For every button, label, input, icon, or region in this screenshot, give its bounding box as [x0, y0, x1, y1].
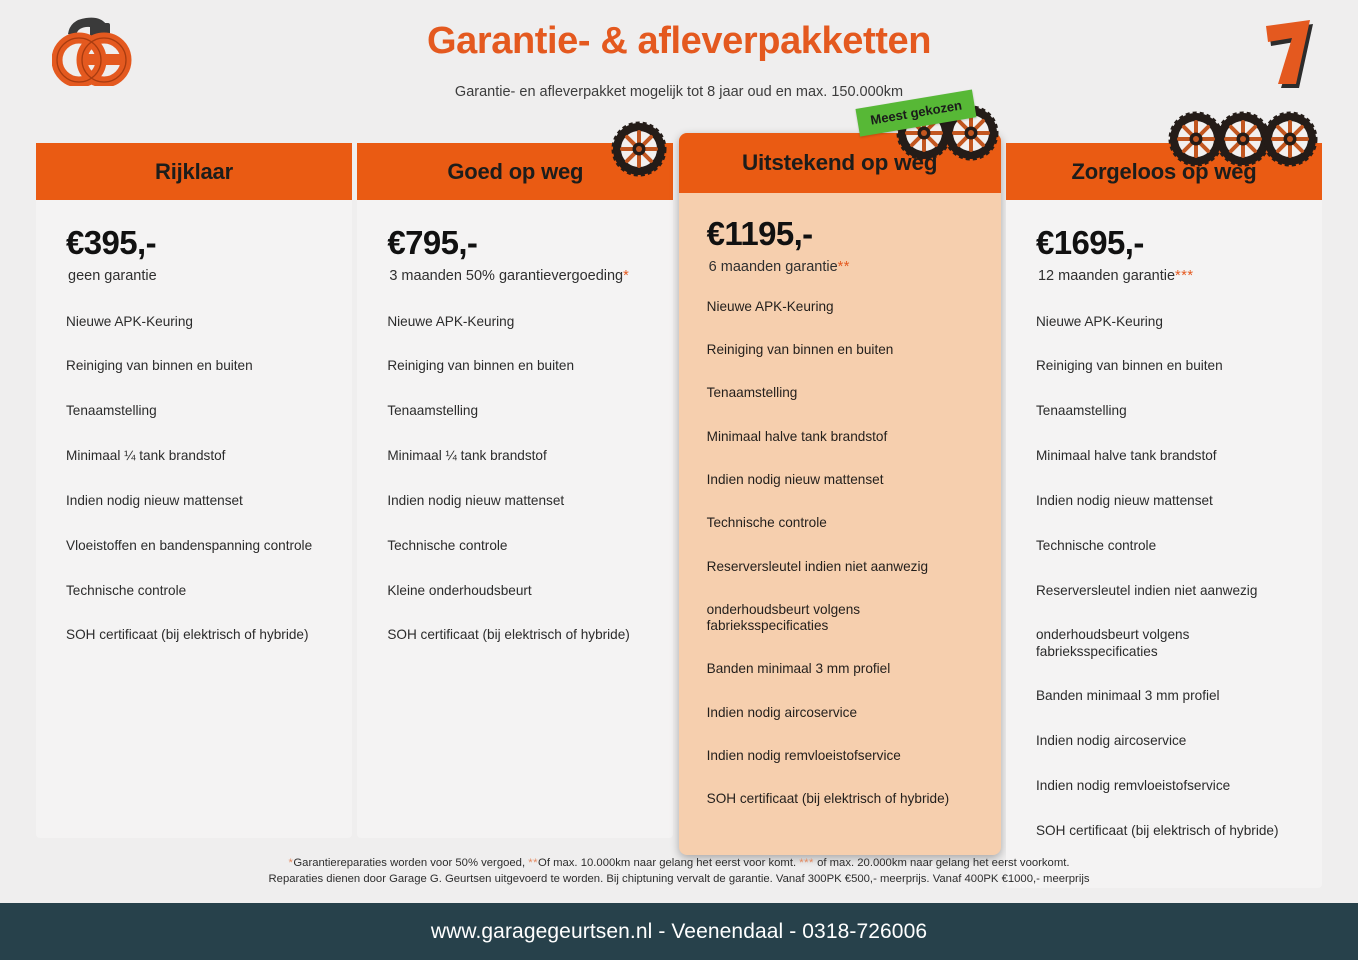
- card-title: Rijklaar: [155, 158, 233, 184]
- list-item: Indien nodig nieuw mattenset: [387, 492, 565, 508]
- list-item: Tenaamstelling: [387, 403, 479, 419]
- price: €1195,-: [706, 215, 814, 252]
- list-item: Reiniging van binnen en buiten: [66, 358, 253, 374]
- list-item: Minimaal halve tank brandstof: [1035, 448, 1217, 464]
- list-item: Nieuwe APK-Keuring: [706, 298, 834, 314]
- list-item: Indien nodig nieuw mattenset: [1035, 492, 1213, 508]
- footnote-line-2: Reparaties dienen door Garage G. Geurtse…: [268, 873, 1090, 886]
- footnote-ast-1: *: [288, 857, 294, 869]
- list-item: Technische controle: [706, 515, 827, 531]
- card-header: Rijklaar: [36, 143, 352, 200]
- list-item: Minimaal halve tank brandstof: [706, 428, 888, 444]
- feature-list: Nieuwe APK-Keuring Reiniging van binnen …: [66, 314, 322, 644]
- list-item: SOH certificaat (bij elektrisch of hybri…: [1035, 822, 1279, 838]
- footnote-text-2: Of max. 10.000km naar gelang het eerst v…: [538, 857, 800, 869]
- warranty-text: geen garantie: [68, 267, 157, 284]
- package-card-goed-op-weg[interactable]: Goed op weg €795,- 3 maanden 50% garanti…: [357, 121, 674, 838]
- warranty-asterisk: **: [837, 258, 850, 275]
- list-item: Reserversleutel indien niet aanwezig: [1035, 582, 1258, 598]
- list-item: Indien nodig nieuw mattenset: [706, 471, 884, 487]
- page-title: Garantie- & afleverpakketten: [426, 20, 932, 62]
- price: €1695,-: [1035, 224, 1144, 261]
- list-item: SOH certificaat (bij elektrisch of hybri…: [706, 791, 950, 807]
- list-item: Tenaamstelling: [1035, 403, 1127, 419]
- list-item: Banden minimaal 3 mm profiel: [706, 661, 891, 677]
- list-item: onderhoudsbeurt volgens fabrieksspecific…: [706, 601, 861, 634]
- list-item: Indien nodig nieuw mattenset: [66, 492, 243, 508]
- price: €795,-: [387, 224, 478, 261]
- package-card-rijklaar[interactable]: Rijklaar €395,- geen garantie Nieuwe APK…: [36, 143, 352, 838]
- footnote-ast-3: ***: [799, 857, 814, 869]
- footer-bar: www.garagegeurtsen.nl - Veenendaal - 031…: [0, 903, 1358, 960]
- feature-list: Nieuwe APK-Keuring Reiniging van binnen …: [1036, 314, 1292, 840]
- warranty-asterisk: *: [623, 267, 630, 284]
- package-card-zorgeloos-op-weg[interactable]: Zorgeloos op weg €1695,- 12 maanden gara…: [1005, 111, 1322, 888]
- list-item: Nieuwe APK-Keuring: [1035, 313, 1163, 329]
- list-item: Technische controle: [1035, 537, 1157, 553]
- list-item: Minimaal ¼ tank brandstof: [387, 448, 547, 464]
- card-title: Uitstekend op weg: [741, 150, 938, 175]
- list-item: Reiniging van binnen en buiten: [706, 341, 894, 357]
- footnote-ast-2: **: [528, 857, 539, 869]
- footnote-text-1: Garantiereparaties worden voor 50% vergo…: [293, 857, 529, 869]
- page-subtitle: Garantie- en afleverpakket mogelijk tot …: [454, 84, 904, 100]
- list-item: Indien nodig remvloeistofservice: [1035, 778, 1231, 794]
- warranty-label: 6 maanden garantie**: [709, 259, 973, 275]
- list-item: Technische controle: [66, 582, 187, 598]
- warranty-text: 12 maanden garantie: [1037, 267, 1176, 284]
- gg-logo: [51, 14, 138, 88]
- warranty-label: geen garantie: [68, 268, 322, 284]
- package-card-uitstekend-op-weg[interactable]: Meest gekozen: [678, 89, 1001, 855]
- list-item: Banden minimaal 3 mm profiel: [1035, 688, 1220, 704]
- footnote-line-1: *Garantiereparaties worden voor 50% verg…: [0, 855, 1358, 871]
- list-item: Nieuwe APK-Keuring: [66, 313, 193, 329]
- card-body: €395,- geen garantie Nieuwe APK-Keuring …: [36, 200, 352, 692]
- feature-list: Nieuwe APK-Keuring Reiniging van binnen …: [707, 299, 973, 808]
- list-item: Indien nodig aircoservice: [1035, 733, 1187, 749]
- warranty-label: 3 maanden 50% garantievergoeding*: [389, 268, 643, 284]
- card-header: Uitstekend op weg: [678, 133, 1001, 193]
- package-cards: Rijklaar €395,- geen garantie Nieuwe APK…: [36, 89, 1322, 888]
- feature-list: Nieuwe APK-Keuring Reiniging van binnen …: [387, 314, 643, 644]
- card-body: €795,- 3 maanden 50% garantievergoeding*…: [357, 200, 673, 692]
- card-body: €1195,- 6 maanden garantie** Nieuwe APK-…: [679, 193, 1001, 855]
- warranty-text: 6 maanden garantie: [708, 258, 838, 275]
- warranty-label: 12 maanden garantie***: [1038, 268, 1292, 284]
- card-header: Goed op weg: [357, 143, 674, 200]
- list-item: Vloeistoffen en bandenspanning controle: [66, 537, 313, 553]
- list-item: SOH certificaat (bij elektrisch of hybri…: [387, 627, 630, 643]
- list-item: Nieuwe APK-Keuring: [387, 313, 515, 329]
- list-item: onderhoudsbeurt volgens fabrieksspecific…: [1035, 627, 1190, 659]
- list-item: Kleine onderhoudsbeurt: [387, 582, 532, 598]
- card-title: Goed op weg: [447, 158, 584, 184]
- warranty-text: 3 maanden 50% garantievergoeding: [389, 267, 624, 284]
- list-item: Technische controle: [387, 537, 508, 553]
- seven-logo: [1252, 10, 1322, 90]
- card-body: €1695,- 12 maanden garantie*** Nieuwe AP…: [1006, 200, 1322, 888]
- list-item: Tenaamstelling: [706, 385, 798, 401]
- list-item: Indien nodig remvloeistofservice: [706, 748, 901, 764]
- list-item: Minimaal ¼ tank brandstof: [66, 448, 226, 464]
- list-item: Reiniging van binnen en buiten: [1035, 358, 1223, 374]
- warranty-asterisk: ***: [1175, 267, 1194, 284]
- price: €395,-: [66, 224, 157, 261]
- card-title: Zorgeloos op weg: [1071, 158, 1257, 184]
- footnote-text-3: of max. 20.000km naar gelang het eerst v…: [813, 857, 1070, 869]
- list-item: Indien nodig aircoservice: [706, 704, 858, 720]
- list-item: Reserversleutel indien niet aanwezig: [706, 558, 929, 574]
- list-item: Tenaamstelling: [66, 403, 157, 419]
- card-header: Zorgeloos op weg: [1005, 143, 1322, 200]
- footnotes: *Garantiereparaties worden voor 50% verg…: [0, 855, 1358, 888]
- list-item: Reiniging van binnen en buiten: [387, 358, 575, 374]
- footer-contact-text: www.garagegeurtsen.nl - Veenendaal - 031…: [430, 919, 928, 943]
- list-item: SOH certificaat (bij elektrisch of hybri…: [66, 627, 309, 643]
